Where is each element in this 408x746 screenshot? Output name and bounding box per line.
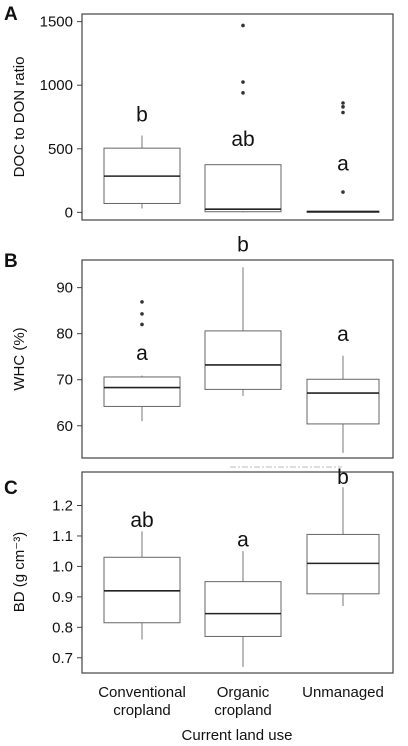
panel-b-frame	[81, 259, 394, 459]
outlier-point	[140, 312, 144, 316]
panel-c-y-tick-label: 0.9	[52, 589, 73, 606]
panel-c-box-3: b	[306, 466, 380, 606]
outlier-point	[341, 105, 345, 109]
x-category-label: Organic cropland	[214, 684, 272, 719]
panel-b-box-3: a	[306, 323, 380, 453]
panel-b-y-tick-label: 80	[56, 326, 73, 343]
significance-letter: a	[337, 323, 349, 346]
significance-letter: b	[237, 234, 249, 257]
x-category-labels: Conventional cropland Organic cropland Unman…	[98, 684, 384, 719]
panel-a: A DOC to DON ratio 0 500 1000 1500 b ab a	[4, 4, 394, 221]
panel-a-y-tick-label: 1000	[40, 77, 73, 94]
significance-letter: b	[136, 103, 148, 126]
panel-c-y-axis-title: BD (g cm⁻³)	[11, 532, 28, 612]
outlier-point	[341, 110, 345, 115]
panel-a-box-3: a	[306, 101, 380, 213]
panel-a-y-tick-label: 0	[65, 204, 73, 221]
significance-letter: ab	[231, 128, 254, 151]
panel-a-y-ticks: 0 500 1000 1500	[40, 14, 82, 221]
panel-a-box-1: b	[103, 103, 181, 209]
panel-c-y-tick-label: 1.0	[52, 558, 73, 575]
panel-c-frame	[81, 471, 394, 674]
panel-a-box-2: ab	[204, 23, 282, 213]
outlier-point	[140, 322, 144, 327]
outlier-point	[241, 23, 245, 28]
panel-b-y-tick-label: 90	[56, 280, 73, 297]
panel-c-y-tick-label: 1.1	[52, 528, 73, 545]
panel-a-y-tick-label: 500	[48, 141, 73, 158]
x-category-label: Unmanaged	[302, 684, 384, 701]
significance-letter: b	[337, 466, 349, 489]
panel-c-y-tick-label: 0.7	[52, 650, 73, 667]
panel-c-y-tick-label: 1.2	[52, 498, 73, 515]
panel-c-y-ticks: 0.7 0.8 0.9 1.0 1.1 1.2	[52, 498, 82, 667]
iqr-box	[204, 581, 282, 637]
panel-b-box-1: a	[103, 300, 181, 422]
panel-b: B WHC (%) 60 70 80 90 a b a	[4, 234, 394, 459]
significance-letter: a	[136, 342, 148, 365]
panel-a-y-tick-label: 1500	[40, 14, 73, 31]
panel-b-y-tick-label: 60	[56, 418, 73, 435]
panel-c-letter: C	[4, 478, 18, 499]
panel-b-box-2: b	[204, 234, 282, 396]
panel-c-y-tick-label: 0.8	[52, 619, 73, 636]
x-axis-title: Current land use	[182, 727, 293, 744]
outlier-point	[341, 101, 345, 105]
outlier-point	[140, 300, 144, 304]
significance-letter: a	[337, 152, 349, 175]
panel-c-box-2: a	[204, 529, 282, 667]
x-category-label: Conventional cropland	[98, 684, 186, 719]
outlier-point	[341, 190, 345, 194]
panel-b-letter: B	[4, 251, 18, 272]
panel-a-letter: A	[4, 4, 18, 25]
panel-b-y-axis-title: WHC (%)	[11, 327, 28, 390]
iqr-box	[204, 330, 282, 390]
panel-b-boxes: a b a	[103, 234, 380, 453]
significance-letter: ab	[130, 509, 153, 532]
outlier-point	[241, 91, 245, 95]
panel-b-y-tick-label: 70	[56, 372, 73, 389]
iqr-box	[306, 378, 380, 425]
panel-a-frame	[81, 13, 394, 221]
iqr-box	[103, 376, 181, 407]
outlier-point	[241, 80, 245, 84]
iqr-box	[204, 164, 282, 213]
significance-letter: a	[237, 529, 249, 552]
panel-a-boxes: b ab a	[103, 23, 380, 213]
panel-c-box-1: ab	[103, 509, 181, 640]
panel-b-y-ticks: 60 70 80 90	[56, 280, 82, 435]
panel-a-y-axis-title: DOC to DON ratio	[11, 57, 28, 178]
